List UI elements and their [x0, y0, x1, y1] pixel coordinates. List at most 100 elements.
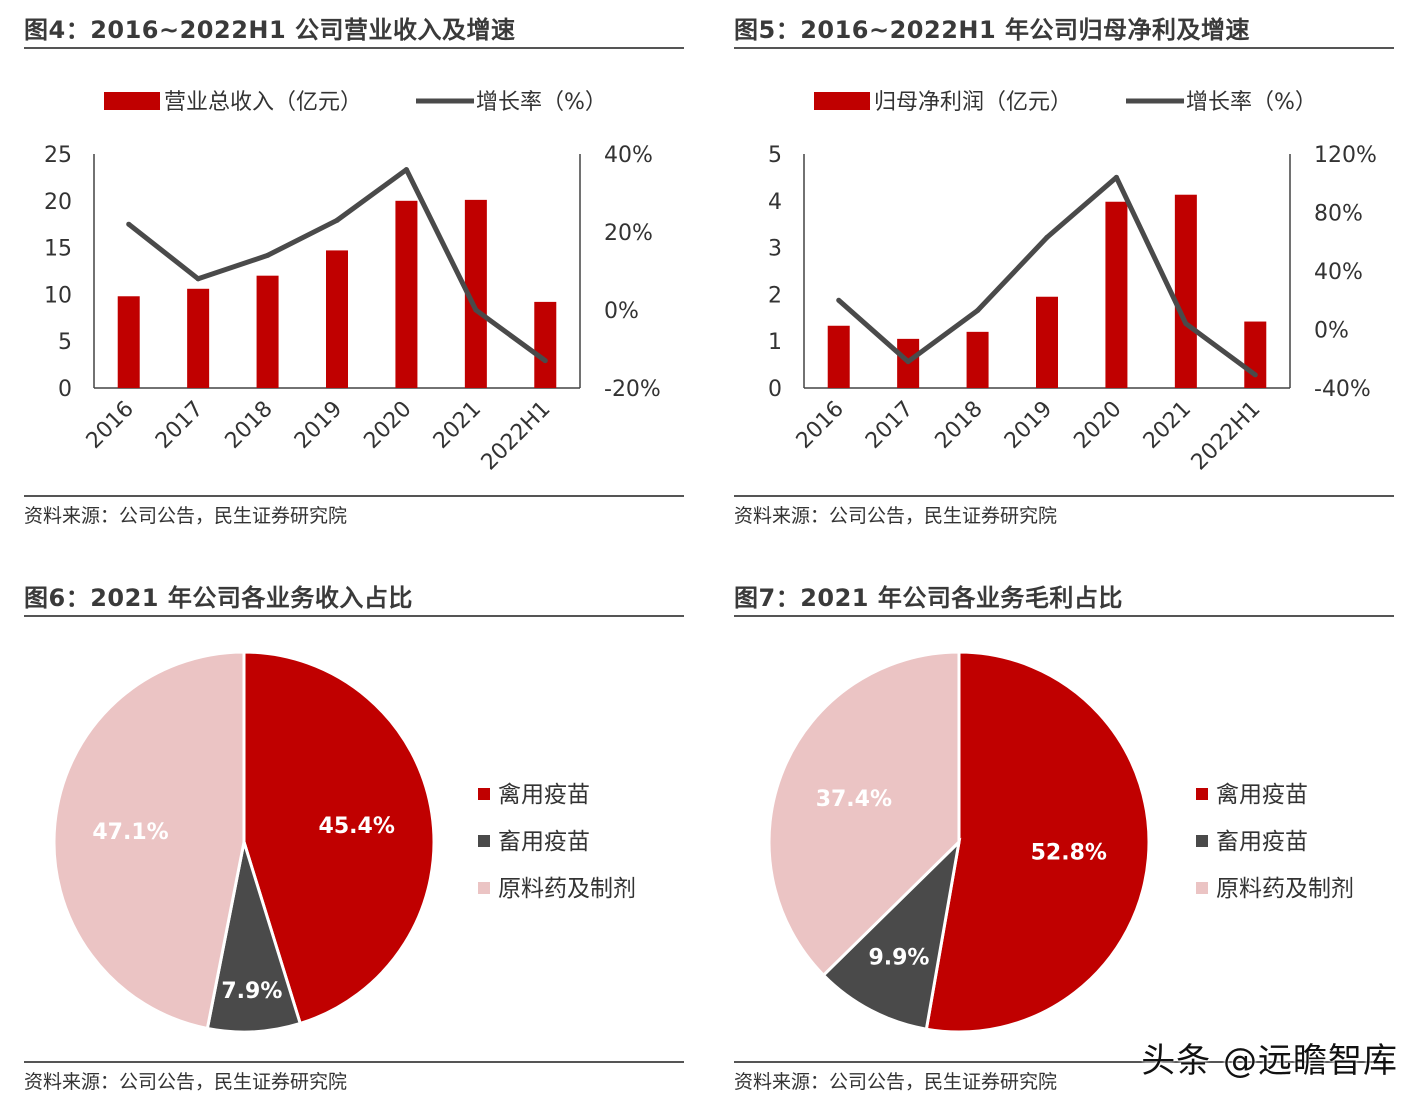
- chart-title: 图5：2016~2022H1 年公司归母净利及增速: [734, 16, 1251, 44]
- left-tick-label: 0: [58, 377, 72, 402]
- growth-point: [905, 359, 911, 365]
- slice-label: 45.4%: [319, 814, 395, 839]
- bar: [117, 296, 140, 388]
- slice-label: 47.1%: [92, 820, 168, 845]
- x-tick-label: 2021: [1139, 397, 1196, 454]
- chart-title: 图6：2021 年公司各业务收入占比: [24, 584, 413, 612]
- slice-label: 7.9%: [221, 979, 282, 1004]
- bar: [1174, 194, 1197, 388]
- bar: [326, 250, 348, 388]
- growth-point: [265, 252, 271, 258]
- left-tick-label: 10: [44, 283, 72, 308]
- left-tick-label: 5: [58, 330, 72, 355]
- source-note: 资料来源：公司公告，民生证券研究院: [24, 1071, 348, 1093]
- growth-point: [836, 297, 842, 303]
- x-tick-label: 2016: [792, 397, 849, 454]
- source-note: 资料来源：公司公告，民生证券研究院: [734, 1071, 1058, 1093]
- legend-swatch-bar: [104, 92, 160, 110]
- legend-label-bar: 归母净利润（亿元）: [874, 90, 1072, 115]
- pie-slice: [205, 841, 303, 1034]
- chart-panel-profit: 图5：2016~2022H1 年公司归母净利及增速 归母净利润（亿元） 增长率（%…: [734, 14, 1394, 534]
- x-tick-label: 2017: [861, 397, 918, 454]
- bar: [534, 301, 557, 388]
- bar: [464, 199, 487, 388]
- legend-label-bar: 营业总收入（亿元）: [164, 90, 362, 115]
- revenue-combo-chart: 营业总收入（亿元） 增长率（%） 0 5 10 15 20 25 -20% 0% 20% 40% 201…: [44, 90, 661, 476]
- chart-title: 图4：2016~2022H1 公司营业收入及增速: [24, 16, 516, 44]
- left-tick-label: 5: [768, 143, 782, 168]
- left-tick-label: 0: [768, 377, 782, 402]
- bar: [256, 275, 279, 388]
- x-tick-label: 2020: [359, 397, 416, 454]
- growth-point: [975, 307, 981, 313]
- source-rule: [734, 1061, 1394, 1063]
- legend-label: 畜用疫苗: [1216, 829, 1308, 855]
- pie-slice: [821, 837, 962, 1031]
- left-tick-label: 2: [768, 283, 782, 308]
- slice-label: 52.8%: [1031, 840, 1107, 865]
- right-tick-label: -40%: [1314, 377, 1371, 402]
- legend-label-line: 增长率（%）: [1186, 90, 1317, 115]
- legend-swatch: [478, 882, 490, 894]
- growth-point: [473, 307, 479, 313]
- source-note: 资料来源：公司公告，民生证券研究院: [734, 505, 1058, 527]
- title-underline: [734, 615, 1394, 617]
- chart-title: 图7：2021 年公司各业务毛利占比: [734, 584, 1123, 612]
- x-tick-label: 2016: [82, 397, 139, 454]
- watermark: 头条 @远瞻智库: [1141, 1041, 1398, 1081]
- growth-point: [1183, 321, 1189, 327]
- x-tick-label: 2021: [429, 397, 486, 454]
- legend-label-line: 增长率（%）: [476, 90, 607, 115]
- growth-point: [1252, 372, 1258, 378]
- source-note: 资料来源：公司公告，民生证券研究院: [24, 505, 348, 527]
- x-tick-label: 2020: [1069, 397, 1126, 454]
- growth-point: [126, 221, 132, 227]
- bar: [187, 288, 210, 388]
- chart-legend: 营业总收入（亿元） 增长率（%）: [104, 90, 607, 115]
- chart-legend: 归母净利润（亿元） 增长率（%）: [814, 90, 1317, 115]
- legend-swatch: [478, 835, 490, 847]
- legend-swatch: [1196, 788, 1208, 800]
- left-tick-label: 3: [768, 237, 782, 262]
- left-tick-label: 1: [768, 330, 782, 355]
- growth-point: [1044, 234, 1050, 240]
- source-rule: [24, 495, 684, 497]
- right-tick-label: 20%: [604, 221, 653, 246]
- legend-swatch-bar: [814, 92, 870, 110]
- growth-point: [1113, 174, 1119, 180]
- profit-combo-chart: 归母净利润（亿元） 增长率（%） 0 1 2 3 4 5 -40% 0% 40% 80% 120% 201…: [768, 90, 1377, 475]
- x-tick-label: 2018: [931, 397, 988, 454]
- source-rule: [734, 495, 1394, 497]
- right-tick-label: -20%: [604, 377, 661, 402]
- legend-label: 原料药及制剂: [498, 876, 636, 902]
- source-rule: [24, 1061, 684, 1063]
- left-tick-label: 4: [768, 190, 782, 215]
- bar: [395, 200, 418, 388]
- pie-slice: [242, 650, 436, 1026]
- left-tick-label: 25: [44, 143, 72, 168]
- growth-point: [542, 358, 548, 364]
- legend-label: 原料药及制剂: [1216, 876, 1354, 902]
- chart-panel-revenue: 图4：2016~2022H1 公司营业收入及增速 营业总收入（亿元） 增长率（%）…: [24, 14, 684, 534]
- right-tick-label: 0%: [604, 299, 639, 324]
- left-tick-label: 20: [44, 190, 72, 215]
- x-tick-label: 2022H1: [477, 397, 556, 476]
- right-tick-label: 120%: [1314, 143, 1377, 168]
- right-tick-label: 40%: [1314, 260, 1363, 285]
- right-tick-label: 40%: [604, 143, 653, 168]
- slice-label: 9.9%: [868, 945, 929, 970]
- legend-swatch: [1196, 835, 1208, 847]
- left-tick-label: 15: [44, 237, 72, 262]
- x-tick-label: 2019: [290, 397, 347, 454]
- right-tick-label: 0%: [1314, 319, 1349, 344]
- right-tick-label: 80%: [1314, 202, 1363, 227]
- bar: [1244, 321, 1267, 388]
- growth-point: [195, 276, 201, 282]
- bar: [1036, 296, 1058, 388]
- x-tick-label: 2017: [151, 397, 208, 454]
- growth-point: [334, 217, 340, 223]
